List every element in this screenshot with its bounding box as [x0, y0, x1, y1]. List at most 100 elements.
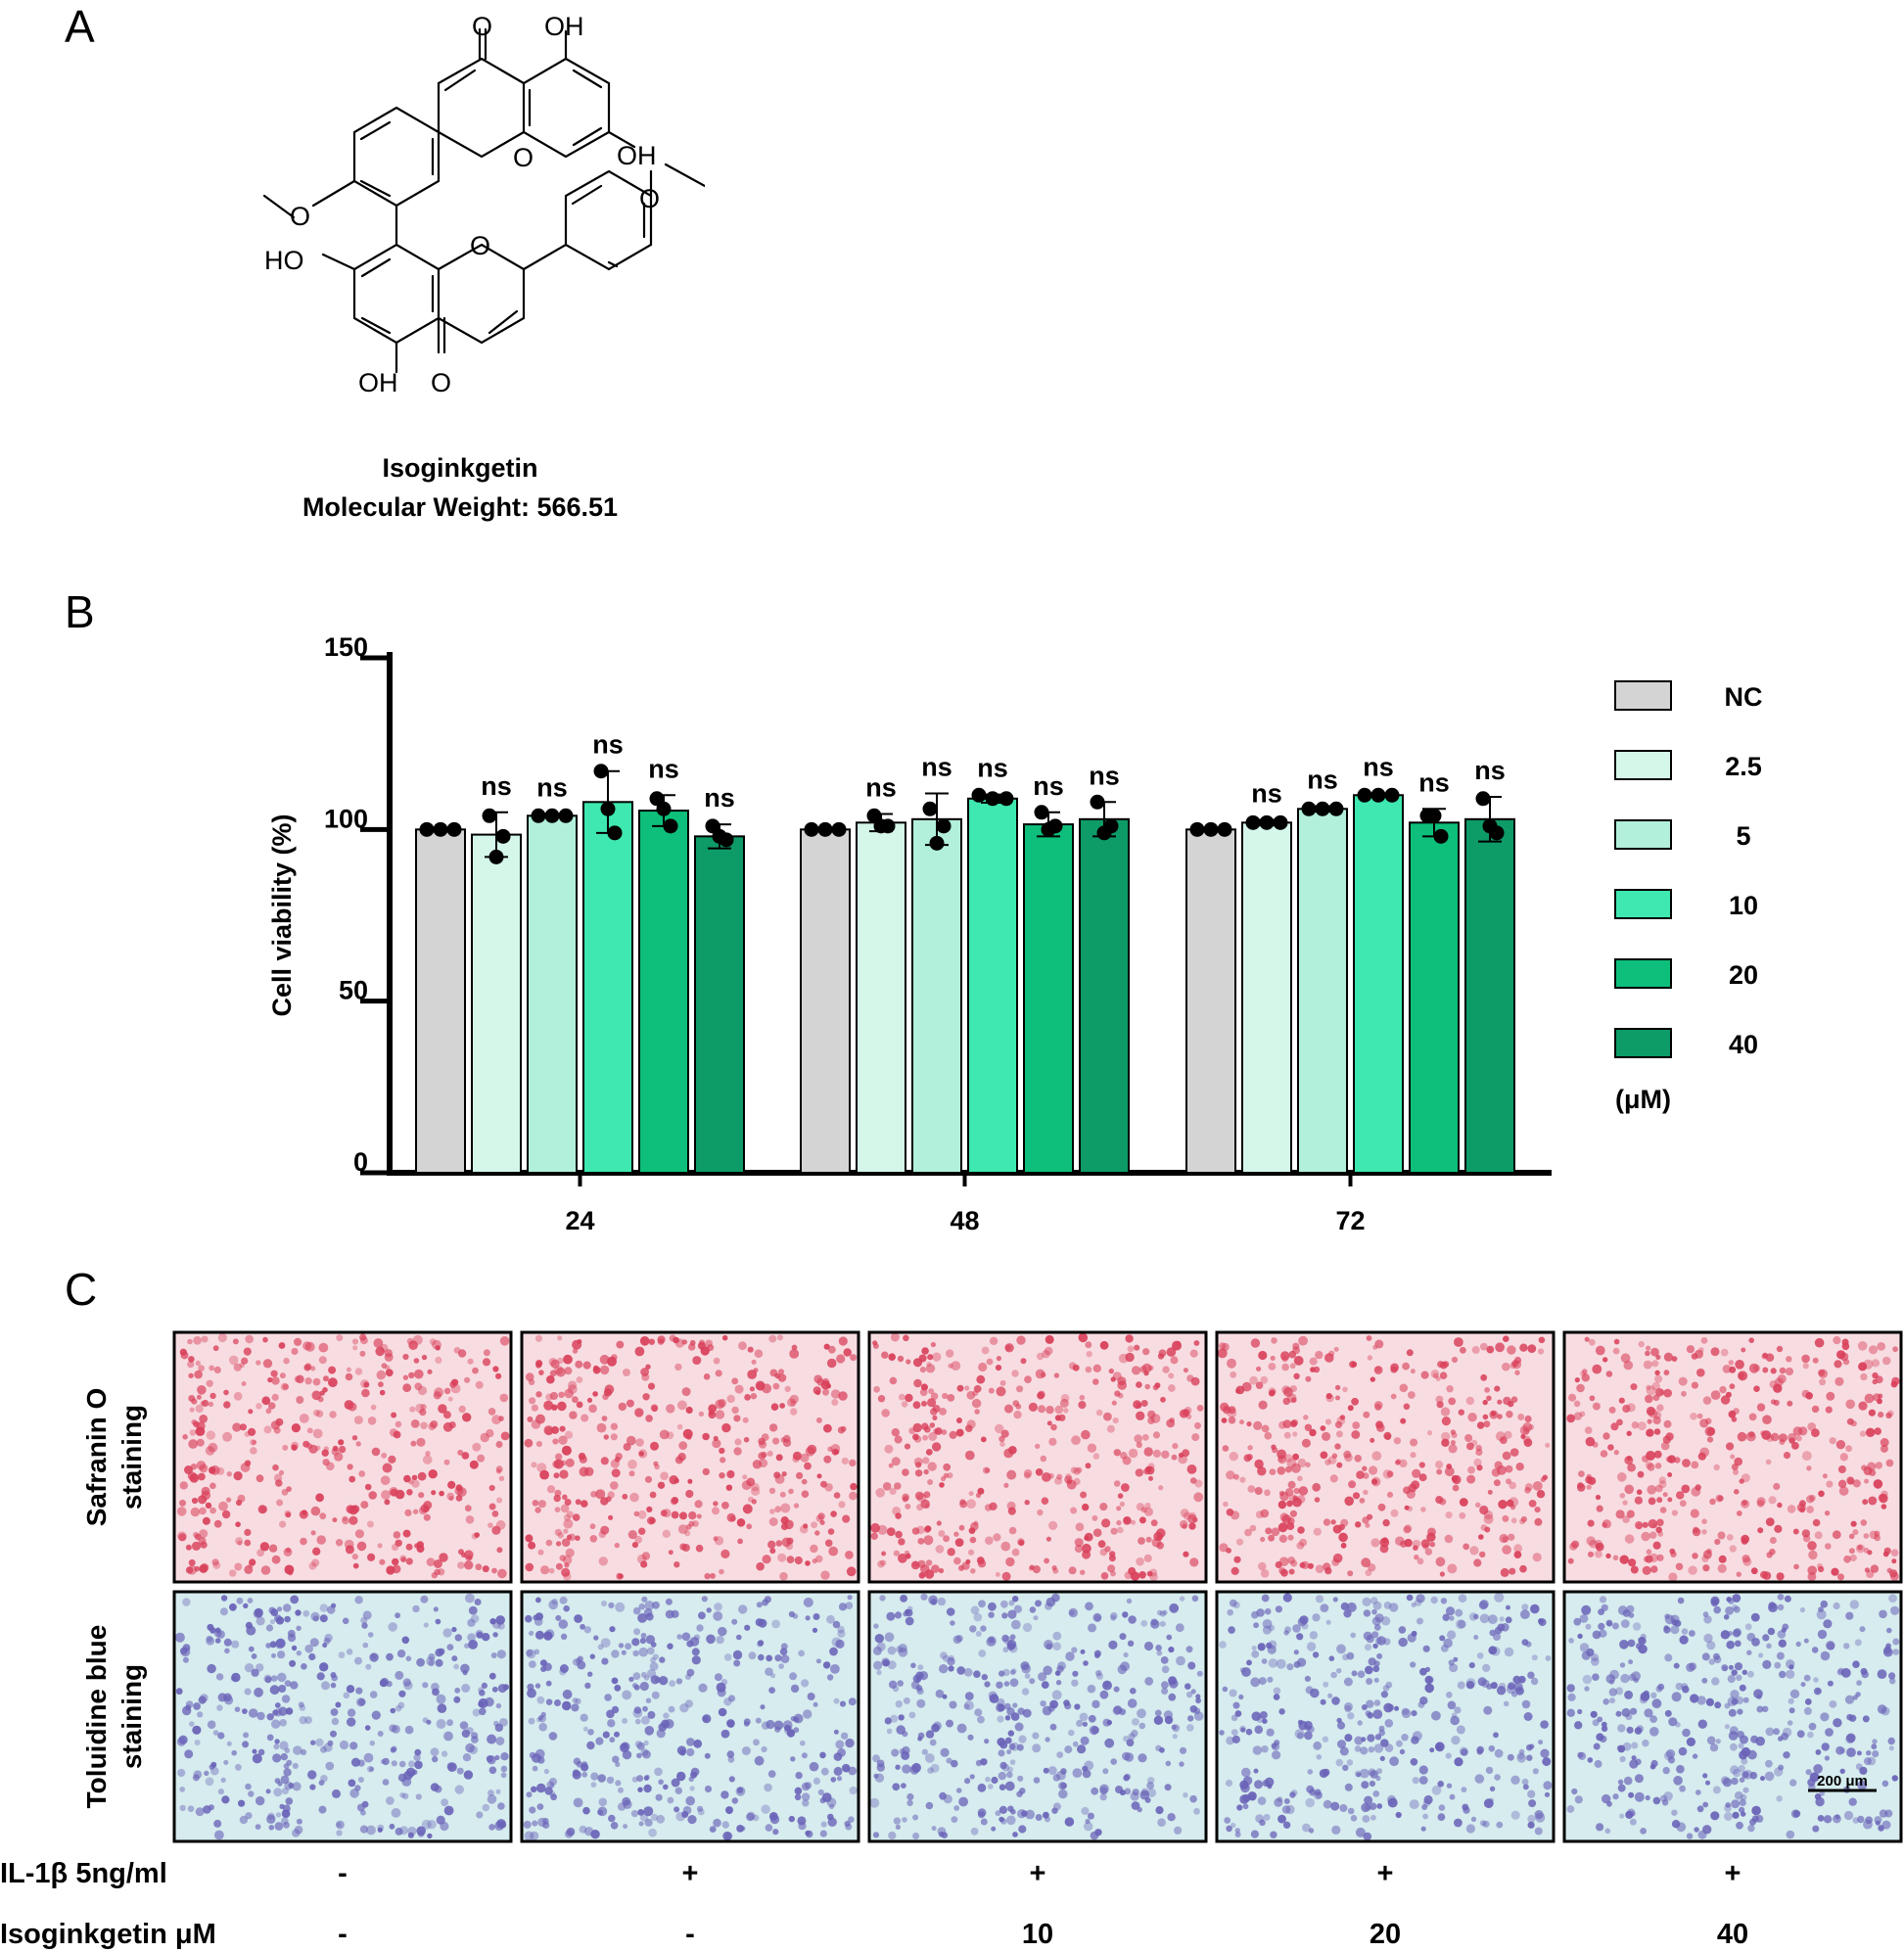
data-point: [607, 825, 623, 841]
significance-label: ns: [977, 754, 1008, 783]
condition-value: 10: [1022, 1919, 1053, 1950]
data-point: [656, 801, 672, 816]
atom-oh-top: OH: [544, 12, 584, 41]
row-label-line2: staining: [116, 1664, 147, 1769]
stain-image: [520, 1330, 860, 1584]
row-label-line2: staining: [116, 1405, 147, 1510]
legend-swatch: [1614, 889, 1672, 919]
stain-image: [867, 1590, 1208, 1843]
bar: [1409, 821, 1460, 1174]
significance-label: ns: [704, 783, 735, 813]
y-tick-label: 50: [339, 976, 368, 1005]
stain-image: [1215, 1330, 1556, 1584]
condition-value: +: [1725, 1858, 1741, 1889]
data-point: [922, 801, 938, 816]
significance-label: ns: [1089, 761, 1120, 790]
legend-label: 10: [1729, 891, 1758, 920]
data-point: [1426, 808, 1442, 823]
panel-label-b: B: [65, 586, 95, 637]
condition-value: 20: [1370, 1919, 1401, 1950]
stain-image: [172, 1590, 513, 1843]
bar: [1185, 828, 1236, 1174]
legend-label: 20: [1729, 960, 1758, 990]
data-point: [649, 791, 665, 807]
data-point: [1203, 821, 1219, 837]
bar: [911, 817, 962, 1175]
data-point: [1103, 818, 1119, 834]
condition-label: IL-1β 5ng/ml: [0, 1858, 167, 1889]
condition-value: +: [1030, 1858, 1046, 1889]
bar: [1023, 823, 1074, 1174]
data-point: [831, 821, 847, 837]
x-tick-label: 72: [1335, 1206, 1365, 1235]
significance-label: ns: [1307, 765, 1338, 794]
data-point: [866, 808, 882, 823]
data-point: [558, 808, 574, 823]
atom-carbonyl-o-bottom: O: [431, 368, 451, 397]
data-point: [1370, 787, 1386, 803]
significance-label: ns: [648, 754, 679, 783]
row-label-line1: Safranin O: [81, 1388, 112, 1527]
data-point: [1489, 825, 1505, 841]
condition-value: 40: [1717, 1919, 1748, 1950]
legend-swatch: [1614, 1028, 1672, 1058]
data-point: [1328, 801, 1344, 816]
legend-swatch: [1614, 958, 1672, 989]
data-point: [1259, 814, 1275, 830]
condition-label: Isoginkgetin μM: [0, 1919, 216, 1950]
data-point: [817, 821, 833, 837]
bar: [582, 801, 633, 1174]
condition-value: +: [1377, 1858, 1394, 1889]
data-point: [1433, 828, 1449, 844]
data-point: [1315, 801, 1330, 816]
data-point: [804, 821, 819, 837]
panel-label-c: C: [65, 1264, 98, 1315]
data-point: [971, 787, 987, 803]
data-point: [1245, 814, 1261, 830]
significance-label: ns: [1474, 756, 1506, 785]
data-point: [880, 818, 896, 834]
data-point: [495, 828, 511, 844]
data-point: [446, 821, 462, 837]
data-point: [1217, 821, 1232, 837]
legend-swatch: [1614, 680, 1672, 711]
bar: [471, 833, 522, 1175]
chemical-structure: O OH OH O O O HO O OH O: [262, 12, 705, 397]
bar: [694, 835, 745, 1174]
data-point: [705, 818, 720, 834]
significance-label: ns: [865, 773, 897, 803]
row-label-line1: Toluidine blue: [81, 1625, 112, 1809]
data-point: [998, 791, 1014, 807]
bar: [1464, 817, 1515, 1175]
legend-label: 40: [1729, 1030, 1758, 1059]
data-point: [488, 849, 504, 864]
stain-image: [520, 1590, 860, 1843]
data-point: [719, 832, 734, 848]
data-point: [1384, 787, 1400, 803]
significance-label: ns: [592, 730, 624, 760]
condition-value: +: [682, 1858, 699, 1889]
atom-oh-bottom: OH: [358, 368, 398, 397]
y-tick-label: 150: [324, 632, 368, 662]
significance-label: ns: [1033, 771, 1064, 801]
bar: [856, 821, 906, 1174]
data-point: [1301, 801, 1317, 816]
bar: [1353, 794, 1404, 1174]
bar: [527, 814, 578, 1174]
legend-unit: (μM): [1615, 1085, 1671, 1114]
data-point: [929, 835, 945, 851]
legend-label: 5: [1736, 821, 1750, 851]
atom-ring-o-lower: O: [470, 231, 490, 260]
data-point: [544, 808, 560, 823]
data-point: [531, 808, 546, 823]
significance-label: ns: [481, 771, 512, 801]
data-point: [1034, 805, 1049, 820]
bar: [967, 797, 1018, 1174]
y-tick-label: 0: [353, 1147, 368, 1177]
data-point: [600, 801, 616, 816]
compound-molecular-weight: Molecular Weight: 566.51: [302, 492, 619, 522]
atom-ho-lower: HO: [264, 246, 304, 275]
compound-name: Isoginkgetin: [382, 453, 538, 483]
